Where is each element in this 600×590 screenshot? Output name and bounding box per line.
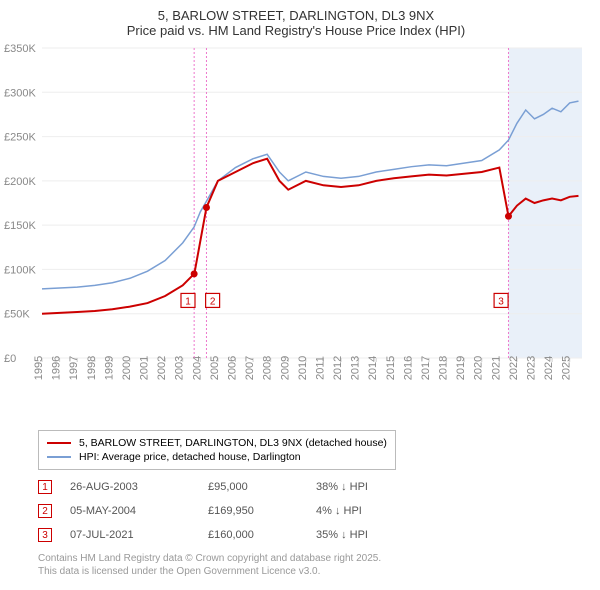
svg-text:2023: 2023 <box>526 356 538 380</box>
event-marker-box: 2 <box>38 504 52 518</box>
svg-text:2000: 2000 <box>121 356 133 380</box>
title-block: 5, BARLOW STREET, DARLINGTON, DL3 9NX Pr… <box>4 8 588 38</box>
event-price: £169,950 <box>208 505 298 517</box>
svg-text:1998: 1998 <box>86 356 98 380</box>
svg-text:2015: 2015 <box>385 356 397 380</box>
svg-text:2012: 2012 <box>332 356 344 380</box>
svg-text:£300K: £300K <box>4 87 36 99</box>
legend-label: HPI: Average price, detached house, Darl… <box>79 451 301 463</box>
svg-text:£200K: £200K <box>4 176 36 188</box>
event-date: 07-JUL-2021 <box>70 529 190 541</box>
svg-text:2020: 2020 <box>473 356 485 380</box>
event-delta: 35% ↓ HPI <box>316 529 368 541</box>
svg-text:2006: 2006 <box>226 356 238 380</box>
event-price: £95,000 <box>208 481 298 493</box>
legend-swatch <box>47 442 71 444</box>
event-date: 26-AUG-2003 <box>70 481 190 493</box>
svg-text:1995: 1995 <box>33 356 45 380</box>
event-table: 1 26-AUG-2003 £95,000 38% ↓ HPI 2 05-MAY-2004… <box>38 480 588 542</box>
footer-line-1: Contains HM Land Registry data © Crown c… <box>38 552 588 565</box>
chart-svg: £0 £50K £100K £150K £200K £250K £300K £350K 1995… <box>4 42 588 422</box>
svg-text:2010: 2010 <box>297 356 309 380</box>
legend-swatch <box>47 456 71 458</box>
svg-text:2009: 2009 <box>279 356 291 380</box>
svg-text:£100K: £100K <box>4 264 36 276</box>
svg-text:2007: 2007 <box>244 356 256 380</box>
legend-row: 5, BARLOW STREET, DARLINGTON, DL3 9NX (d… <box>47 437 387 449</box>
svg-text:2022: 2022 <box>508 356 520 380</box>
legend: 5, BARLOW STREET, DARLINGTON, DL3 9NX (d… <box>38 430 396 470</box>
svg-text:1: 1 <box>185 296 191 307</box>
chart-area: £0 £50K £100K £150K £200K £250K £300K £350K 1995… <box>4 42 588 422</box>
svg-text:2017: 2017 <box>420 356 432 380</box>
svg-text:2013: 2013 <box>350 356 362 380</box>
legend-row: HPI: Average price, detached house, Darl… <box>47 451 387 463</box>
event-delta: 38% ↓ HPI <box>316 481 368 493</box>
svg-text:2016: 2016 <box>402 356 414 380</box>
svg-text:2005: 2005 <box>209 356 221 380</box>
svg-text:1997: 1997 <box>68 356 80 380</box>
svg-text:2002: 2002 <box>156 356 168 380</box>
footer-line-2: This data is licensed under the Open Gov… <box>38 565 588 578</box>
svg-text:3: 3 <box>498 296 504 307</box>
svg-text:1999: 1999 <box>103 356 115 380</box>
event-marker-box: 1 <box>38 480 52 494</box>
svg-text:£150K: £150K <box>4 220 36 232</box>
event-row: 3 07-JUL-2021 £160,000 35% ↓ HPI <box>38 528 588 542</box>
chart-container: 5, BARLOW STREET, DARLINGTON, DL3 9NX Pr… <box>0 0 600 590</box>
event-price: £160,000 <box>208 529 298 541</box>
chart-title-1: 5, BARLOW STREET, DARLINGTON, DL3 9NX <box>4 8 588 23</box>
svg-text:£50K: £50K <box>4 309 30 321</box>
event-marker-box: 3 <box>38 528 52 542</box>
svg-text:2021: 2021 <box>490 356 502 380</box>
svg-text:2024: 2024 <box>543 356 555 380</box>
svg-text:2018: 2018 <box>438 356 450 380</box>
svg-text:2025: 2025 <box>561 356 573 380</box>
svg-text:2004: 2004 <box>191 356 203 380</box>
svg-text:2008: 2008 <box>262 356 274 380</box>
event-delta: 4% ↓ HPI <box>316 505 362 517</box>
svg-text:2: 2 <box>210 296 216 307</box>
svg-text:£350K: £350K <box>4 43 36 55</box>
svg-text:2011: 2011 <box>314 356 326 380</box>
chart-title-2: Price paid vs. HM Land Registry's House … <box>4 23 588 38</box>
event-row: 2 05-MAY-2004 £169,950 4% ↓ HPI <box>38 504 588 518</box>
svg-text:1996: 1996 <box>51 356 63 380</box>
event-row: 1 26-AUG-2003 £95,000 38% ↓ HPI <box>38 480 588 494</box>
svg-text:2014: 2014 <box>367 356 379 380</box>
svg-text:2003: 2003 <box>174 356 186 380</box>
svg-text:2019: 2019 <box>455 356 467 380</box>
svg-text:2001: 2001 <box>139 356 151 380</box>
event-date: 05-MAY-2004 <box>70 505 190 517</box>
footer-attribution: Contains HM Land Registry data © Crown c… <box>38 552 588 578</box>
svg-text:£0: £0 <box>4 353 16 365</box>
legend-label: 5, BARLOW STREET, DARLINGTON, DL3 9NX (d… <box>79 437 387 449</box>
svg-text:£250K: £250K <box>4 132 36 144</box>
